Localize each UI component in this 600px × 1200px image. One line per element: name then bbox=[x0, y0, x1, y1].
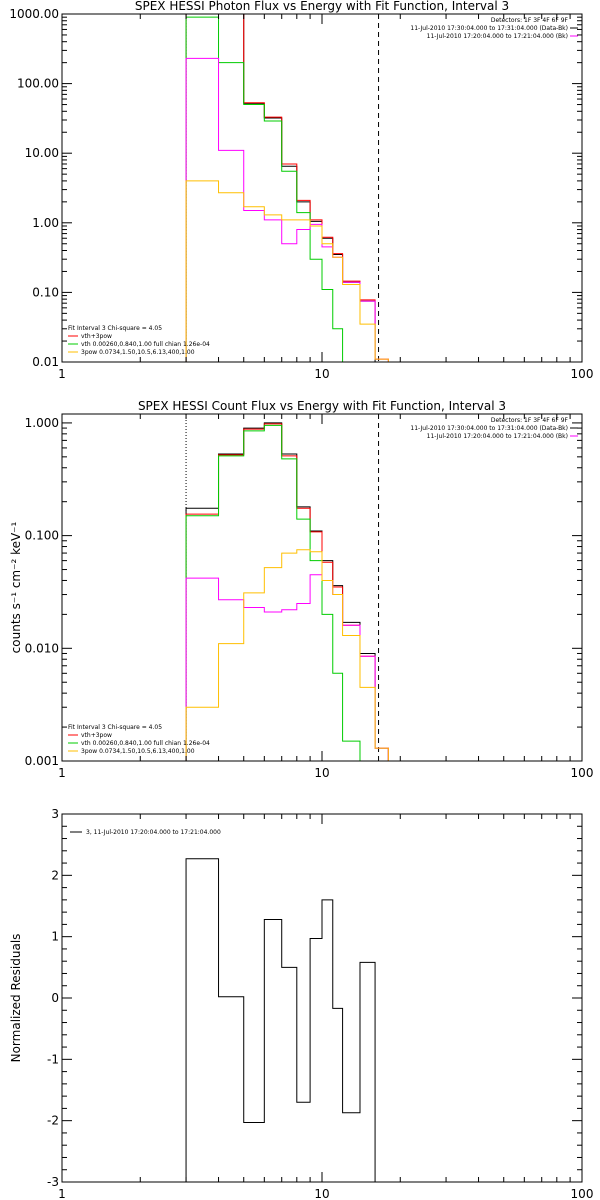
legend-bl-text-photon: vth 0.00260,0.840,1.00 full chian 1.26e-… bbox=[81, 341, 210, 348]
series-line-photon-2 bbox=[185, 16, 389, 362]
y-tick-label-photon: 100.00 bbox=[17, 77, 59, 91]
legend-bl-text-photon: 3pow 0.0734,1.50,10.5,6.13,400,1.00 bbox=[81, 349, 195, 356]
y-tick-label-resid: -3 bbox=[47, 1175, 59, 1189]
y-axis-label-count: counts s⁻¹ cm⁻² keV⁻¹ bbox=[9, 521, 23, 653]
legend-tr-text-count: Detectors: 1F 3F 4F 6F 9F bbox=[491, 417, 569, 424]
series-line-photon-3 bbox=[185, 57, 389, 362]
y-tick-label-resid: -1 bbox=[47, 1052, 59, 1066]
y-tick-label-resid: -2 bbox=[47, 1114, 59, 1128]
x-tick-label-count: 1 bbox=[58, 766, 66, 780]
series-line-count-1 bbox=[185, 423, 389, 761]
y-tick-label-count: 0.001 bbox=[25, 754, 59, 768]
axes-frame-photon bbox=[61, 13, 583, 363]
legend-tr-text-photon: 11-Jul-2010 17:20:04.000 to 17:21:04.000… bbox=[427, 33, 568, 40]
legend-bl-text-count: vth+3pow bbox=[81, 732, 112, 739]
series-line-photon-4 bbox=[185, 180, 389, 362]
x-tick-label-resid: 1 bbox=[58, 1187, 66, 1200]
axes-frame-resid bbox=[61, 813, 583, 1183]
y-tick-label-count: 0.100 bbox=[25, 529, 59, 543]
y-tick-label-photon: 1.00 bbox=[32, 216, 59, 230]
y-tick-label-resid: 3 bbox=[51, 807, 59, 821]
y-tick-label-resid: 2 bbox=[51, 868, 59, 882]
legend-tr-text-count: 11-Jul-2010 17:20:04.000 to 17:21:04.000… bbox=[427, 433, 568, 440]
y-tick-label-photon: 1000.00 bbox=[9, 7, 59, 21]
y-axis-label-resid: Normalized Residuals bbox=[9, 934, 23, 1063]
series-line-count-3 bbox=[185, 574, 389, 761]
x-tick-label-photon: 10 bbox=[314, 367, 329, 381]
series-line-count-4 bbox=[185, 549, 389, 761]
y-tick-label-resid: 1 bbox=[51, 930, 59, 944]
series-line-photon-0 bbox=[185, 14, 389, 362]
legend-tl-text-resid: 3, 11-Jul-2010 17:20:04.000 to 17:21:04.… bbox=[86, 829, 221, 836]
x-tick-label-resid: 10 bbox=[314, 1187, 329, 1200]
y-tick-label-count: 0.010 bbox=[25, 641, 59, 655]
legend-tr-text-count: 11-Jul-2010 17:30:04.000 to 17:31:04.000… bbox=[410, 425, 568, 432]
series-line-photon-1 bbox=[185, 14, 389, 362]
legend-bl-text-count: Fit Interval 3 Chi-square = 4.05 bbox=[68, 724, 162, 731]
y-tick-label-count: 1.000 bbox=[25, 416, 59, 430]
legend-tr-text-photon: 11-Jul-2010 17:30:04.000 to 17:31:04.000… bbox=[410, 25, 568, 32]
x-tick-label-count: 100 bbox=[571, 766, 594, 780]
y-tick-label-photon: 0.10 bbox=[32, 285, 59, 299]
x-tick-label-photon: 1 bbox=[58, 367, 66, 381]
legend-bl-text-photon: Fit Interval 3 Chi-square = 4.05 bbox=[68, 325, 162, 332]
y-tick-label-photon: 0.01 bbox=[32, 355, 59, 369]
chart-title-photon: SPEX HESSI Photon Flux vs Energy with Fi… bbox=[135, 0, 509, 13]
legend-bl-text-photon: vth+3pow bbox=[81, 333, 112, 340]
legend-bl-text-count: 3pow 0.0734,1.50,10.5,6.13,400,1.00 bbox=[81, 748, 195, 755]
legend-bl-text-count: vth 0.00260,0.840,1.00 full chian 1.26e-… bbox=[81, 740, 210, 747]
legend-tr-text-photon: Detectors: 1F 3F 4F 6F 9F bbox=[491, 17, 569, 24]
y-tick-label-photon: 10.00 bbox=[25, 146, 59, 160]
series-line-resid-0 bbox=[185, 858, 376, 1182]
x-tick-label-count: 10 bbox=[314, 766, 329, 780]
x-tick-label-resid: 100 bbox=[571, 1187, 594, 1200]
y-tick-label-resid: 0 bbox=[51, 991, 59, 1005]
series-line-count-0 bbox=[185, 422, 389, 761]
x-tick-label-photon: 100 bbox=[571, 367, 594, 381]
chart-title-count: SPEX HESSI Count Flux vs Energy with Fit… bbox=[138, 399, 506, 413]
series-line-count-2 bbox=[185, 424, 389, 761]
